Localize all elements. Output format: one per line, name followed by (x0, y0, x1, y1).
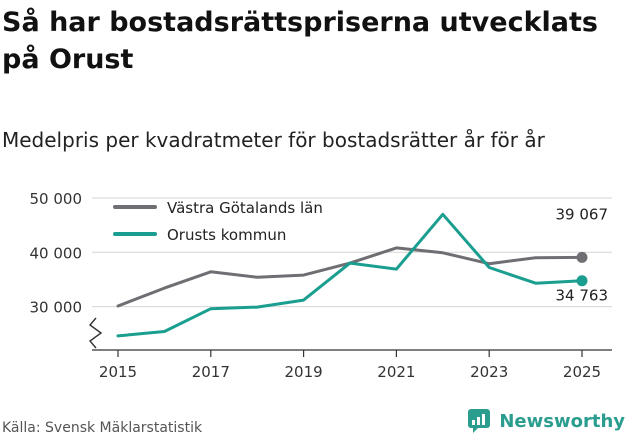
x-tick-label: 2017 (192, 363, 230, 381)
series-lines: 39 067 34 763 (116, 205, 609, 338)
newsworthy-logo-icon (468, 409, 491, 433)
legend: Västra Götalands län Orusts kommun (113, 199, 323, 244)
series-line-2 (116, 212, 584, 338)
series-end-marker-2 (576, 275, 588, 287)
x-tick-label: 2023 (470, 363, 508, 381)
brand-logo: Newsworthy (467, 408, 625, 434)
line-chart: 30 000 40 000 50 000 2015 2017 2019 2021 2023 20… (30, 190, 612, 381)
x-tick-label: 2025 (563, 363, 601, 381)
y-tick-label: 40 000 (30, 244, 83, 262)
gridlines (92, 197, 612, 308)
axes: 30 000 40 000 50 000 2015 2017 2019 2021 2023 20… (30, 190, 612, 381)
series-end-marker-1 (576, 251, 588, 263)
legend-label-1: Västra Götalands län (167, 199, 323, 217)
chart-subtitle: Medelpris per kvadratmeter för bostadsrä… (2, 128, 545, 152)
x-tick-label: 2019 (285, 363, 323, 381)
x-tick-label: 2021 (377, 363, 415, 381)
brand-name: Newsworthy (499, 410, 625, 432)
y-tick-label: 30 000 (30, 299, 83, 317)
y-tick-label: 50 000 (30, 190, 83, 208)
x-tick-label: 2015 (99, 363, 137, 381)
source-note: Källa: Svensk Mäklarstatistik (2, 420, 203, 436)
chart-title: Så har bostadsrättspriserna utvecklats p… (2, 7, 599, 75)
series-end-label-2: 34 763 (556, 287, 609, 305)
axis-break-icon (88, 317, 103, 349)
series-end-label-1: 39 067 (556, 205, 609, 223)
series-line-1 (116, 246, 584, 308)
legend-label-2: Orusts kommun (167, 226, 286, 244)
